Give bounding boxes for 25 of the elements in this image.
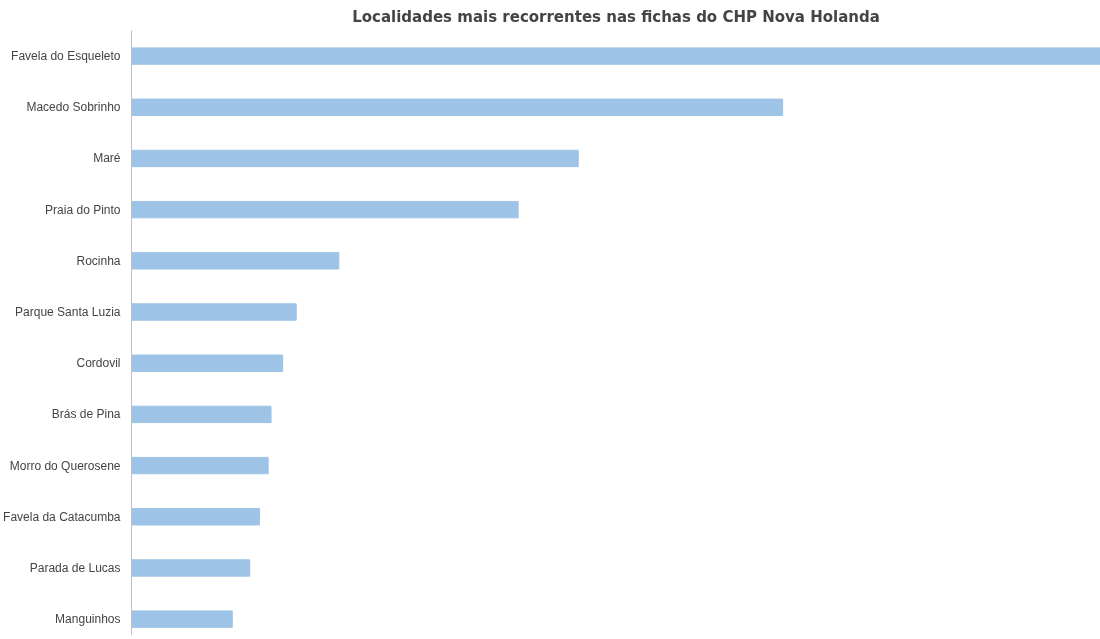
bar [131, 98, 784, 116]
chart-title: Localidades mais recorrentes nas fichas do CHP Nova Holanda [352, 7, 880, 26]
y-tick-label: Manguinhos [55, 612, 121, 627]
y-tick-label: Rocinha [76, 253, 121, 268]
y-tick-label: Parada de Lucas [29, 560, 121, 575]
bar [131, 559, 251, 577]
y-tick-label: Praia do Pinto [45, 202, 121, 217]
bar [131, 252, 340, 270]
y-tick-label: Favela do Esqueleto [11, 49, 121, 64]
bar [131, 610, 233, 628]
y-tick-label: Parque Santa Luzia [15, 305, 121, 320]
bar [131, 508, 260, 526]
y-tick-label: Macedo Sobrinho [26, 100, 121, 115]
y-tick-label: Brás de Pina [51, 407, 121, 422]
bar [131, 200, 519, 219]
y-tick-label: Maré [93, 151, 121, 166]
bar [131, 149, 579, 168]
bar [131, 456, 269, 475]
bar [131, 47, 1100, 65]
y-tick-label: Morro do Querosene [9, 458, 121, 473]
y-tick-label: Favela da Catacumba [3, 509, 121, 524]
bar [131, 354, 284, 372]
bar [131, 303, 297, 321]
y-tick-label: Cordovil [76, 356, 121, 371]
bar [131, 405, 272, 424]
